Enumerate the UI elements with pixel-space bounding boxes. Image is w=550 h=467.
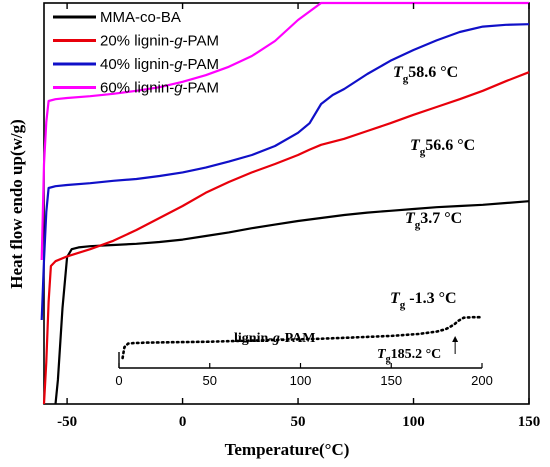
x-axis-ticks: -50 0 50 100 150: [57, 3, 540, 430]
x-tick-label: 150: [518, 414, 541, 430]
inset-tg-annotation: Tg185.2 °C: [377, 347, 441, 365]
inset-x-tick-label: 150: [380, 373, 402, 388]
inset-series-line: [121, 315, 484, 360]
tg-annotation: Tg3.7 °C: [405, 210, 462, 231]
tg-annotation: Tg58.6 °C: [393, 64, 458, 85]
series-line-4: [40, 1, 529, 261]
inset-tg-arrowhead: [452, 336, 459, 342]
x-tick-label: 100: [402, 414, 425, 430]
inset-x-tick-label: 0: [115, 373, 122, 388]
x-tick-label: 0: [179, 414, 187, 430]
inset-x-tick-label: 200: [471, 373, 493, 388]
legend: MMA-co-BA 20% lignin-g-PAM 40% lignin-g-PA…: [53, 9, 219, 97]
inset-lignin-g-pam: 0 50 100 150 200 lignin-g-PAM Tg185.2 °C: [115, 315, 493, 388]
legend-label: 40% lignin-g-PAM: [100, 56, 219, 73]
inset-x-tick-label: 100: [290, 373, 312, 388]
legend-label: 20% lignin-g-PAM: [100, 33, 219, 50]
x-tick-label: -50: [57, 414, 77, 430]
series-line-2: [42, 71, 530, 405]
series-line-3: [40, 23, 530, 321]
legend-label: 60% lignin-g-PAM: [100, 80, 219, 97]
y-axis-title: Heat flow endo up(w/g): [7, 119, 26, 289]
legend-label: MMA-co-BA: [100, 9, 181, 26]
inset-x-tick-label: 50: [203, 373, 217, 388]
tg-annotation: Tg56.6 °C: [410, 137, 475, 158]
inset-label: lignin-g-PAM: [234, 331, 315, 346]
series-line-1: [54, 200, 530, 405]
x-axis-title: Temperature(°C): [225, 440, 350, 459]
series-lines: [40, 1, 530, 405]
tg-annotation: Tg -1.3 °C: [390, 290, 457, 311]
x-tick-label: 50: [291, 414, 306, 430]
tg-annotations: Tg58.6 °C Tg56.6 °C Tg3.7 °C Tg -1.3 °C: [390, 64, 475, 311]
